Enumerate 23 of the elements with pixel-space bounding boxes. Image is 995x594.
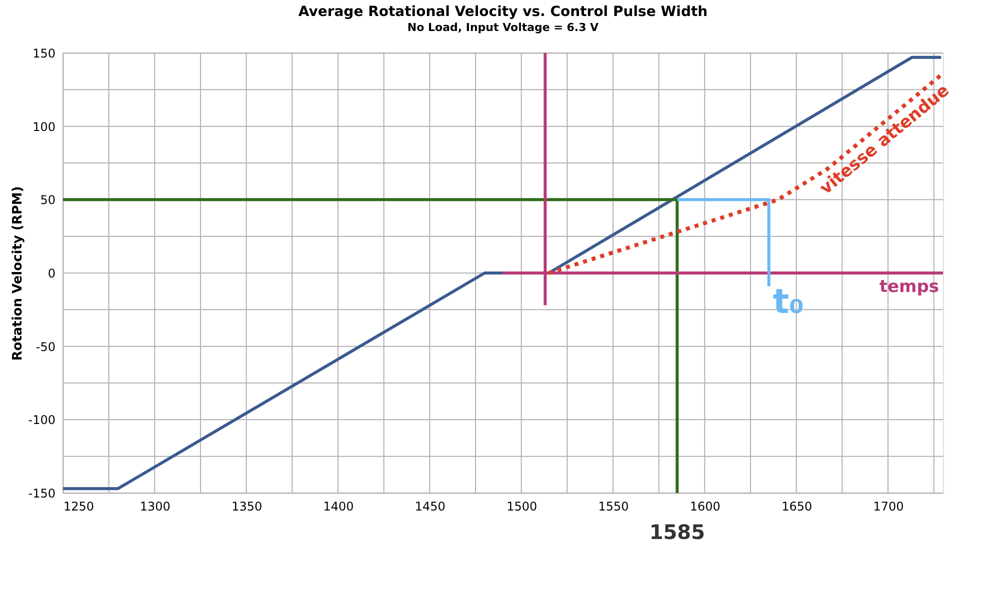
x-tick-label: 1650 bbox=[782, 500, 812, 514]
y-tick-label: 50 bbox=[40, 193, 56, 208]
x-tick-label: 1300 bbox=[140, 500, 170, 514]
series-label: temps bbox=[879, 277, 939, 297]
x-tick-label: 1550 bbox=[598, 500, 629, 514]
x-tick-label: 1600 bbox=[690, 500, 720, 514]
series-label: t₀ bbox=[772, 282, 804, 322]
y-tick-label: 0 bbox=[48, 266, 56, 280]
x-tick-label: 1250 bbox=[64, 500, 94, 514]
annotation: 1585 bbox=[649, 520, 706, 544]
x-tick-label: 1400 bbox=[323, 500, 354, 514]
chart-title: Average Rotational Velocity vs. Control Pulse Width bbox=[298, 4, 708, 20]
y-axis-title: Rotation Velocity (RPM) bbox=[10, 186, 26, 361]
chart-subtitle: No Load, Input Voltage = 6.3 V bbox=[407, 21, 600, 34]
x-tick-label: 1500 bbox=[506, 500, 538, 514]
y-tick-label: -50 bbox=[36, 340, 56, 354]
x-tick-label: 1700 bbox=[873, 500, 904, 514]
y-tick-label: 100 bbox=[32, 120, 56, 134]
y-tick-label: 150 bbox=[32, 46, 56, 60]
x-tick-label: 1450 bbox=[414, 500, 446, 514]
x-tick-label: 1350 bbox=[232, 500, 262, 514]
y-tick-label: -100 bbox=[28, 413, 56, 428]
y-tick-label: -150 bbox=[28, 486, 56, 500]
